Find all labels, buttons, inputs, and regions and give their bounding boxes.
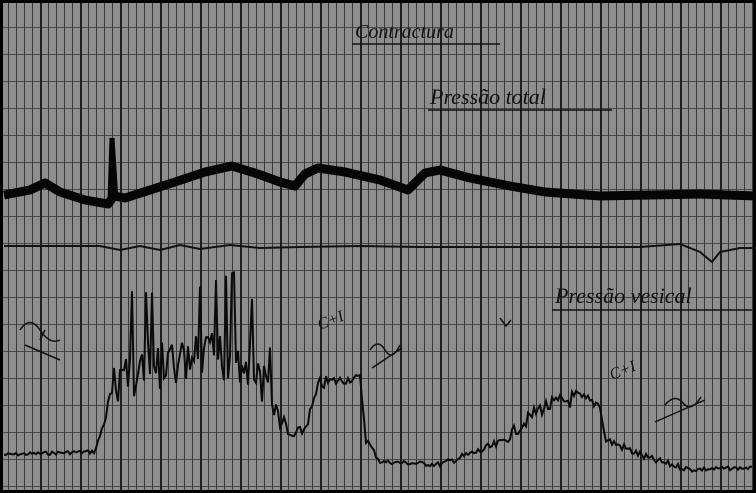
vesical-label: Pressão vesical (554, 283, 692, 308)
title-label: Contractura (355, 21, 454, 43)
trace-spike (110, 138, 116, 200)
recording-scan: Contractura Pressão total Pressão vesica… (0, 0, 756, 493)
total-label: Pressão total (429, 84, 546, 109)
